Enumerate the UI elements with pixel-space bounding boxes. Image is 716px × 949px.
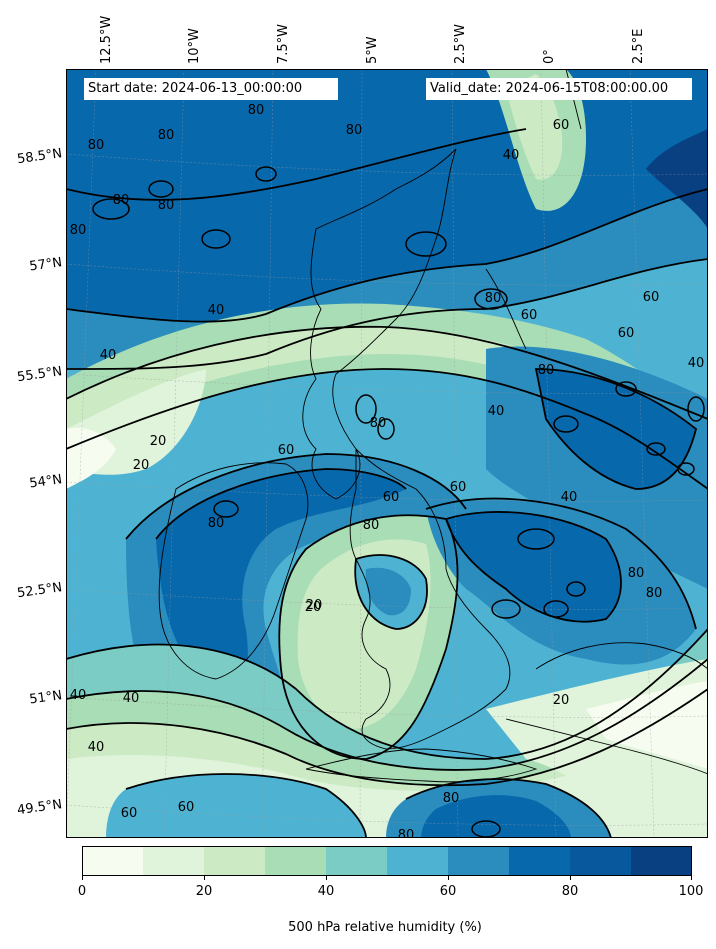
colorbar-tickmark (448, 876, 449, 880)
contour-label: 40 (488, 404, 505, 419)
contour-label: 60 (553, 118, 570, 133)
contour-label: 80 (485, 291, 502, 306)
contour-label: 80 (443, 791, 460, 806)
lon-label-12-5w: 12.5°W (99, 15, 114, 64)
lon-label-2-5e: 2.5°E (631, 28, 646, 64)
contour-label: 80 (646, 586, 663, 601)
colorbar-frame (82, 846, 692, 876)
colorbar (82, 846, 692, 876)
colorbar-label: 500 hPa relative humidity (%) (288, 920, 482, 935)
contour-label: 80 (346, 123, 363, 138)
colorbar-tickmark (570, 876, 571, 880)
contour-label: 60 (178, 800, 195, 815)
contour-label: 20 (150, 434, 167, 449)
contour-label: 40 (123, 691, 140, 706)
colorbar-swatch (82, 846, 144, 876)
contour-label: 40 (208, 303, 225, 318)
colorbar-swatch (570, 846, 632, 876)
contour-label: 20 (305, 600, 322, 615)
contour-label: 40 (88, 740, 105, 755)
start-date-box: Start date: 2024-06-13_00:00:00 (84, 78, 338, 100)
lat-label-54n: 54°N (28, 472, 64, 492)
colorbar-tick-label: 20 (195, 884, 213, 899)
lat-label-57n: 57°N (28, 255, 64, 275)
contour-label: 80 (158, 128, 175, 143)
valid-date-text: Valid_date: 2024-06-15T08:00:00.00 (430, 81, 669, 96)
lat-label-49-5n: 49.5°N (16, 797, 64, 819)
contour-label: 80 (88, 138, 105, 153)
colorbar-tick-label: 40 (317, 884, 335, 899)
lon-label-5w: 5°W (365, 36, 380, 64)
contour-label: 60 (618, 326, 635, 341)
colorbar-swatch (631, 846, 692, 876)
contour-label: 20 (553, 693, 570, 708)
contour-label: 60 (121, 806, 138, 821)
lon-label-10w: 10°W (187, 28, 202, 64)
lat-label-58-5n: 58.5°N (16, 146, 64, 168)
contour-label: 40 (688, 356, 705, 371)
contour-label: 80 (398, 828, 415, 838)
contour-label: 40 (503, 148, 520, 163)
colorbar-swatch (387, 846, 449, 876)
lon-label-0: 0° (542, 49, 557, 64)
contour-label: 60 (450, 480, 467, 495)
contour-label: 80 (363, 518, 380, 533)
lon-label-7-5w: 7.5°W (276, 23, 291, 64)
contour-label: 80 (370, 416, 387, 431)
colorbar-tick-label: 0 (77, 884, 87, 899)
contour-label: 80 (208, 516, 225, 531)
contour-label: 80 (248, 103, 265, 118)
contour-label: 60 (383, 490, 400, 505)
colorbar-tickmark (82, 876, 83, 880)
contour-label: 80 (158, 198, 175, 213)
contour-label: 80 (113, 193, 130, 208)
contour-label: 80 (628, 566, 645, 581)
contour-label: 40 (70, 688, 87, 703)
colorbar-tickmark (204, 876, 205, 880)
colorbar-tick-label: 80 (561, 884, 579, 899)
contour-label: 20 (306, 598, 323, 613)
lat-label-52-5n: 52.5°N (16, 580, 64, 602)
lon-label-2-5w: 2.5°W (453, 23, 468, 64)
colorbar-tick-label: 100 (678, 884, 704, 899)
colorbar-swatch (265, 846, 327, 876)
valid-date-box: Valid_date: 2024-06-15T08:00:00.00 (426, 78, 692, 100)
colorbar-swatch (204, 846, 266, 876)
contour-label: 60 (278, 443, 295, 458)
colorbar-tick-label: 60 (439, 884, 457, 899)
contour-label: 80 (70, 223, 87, 238)
colorbar-swatch (448, 846, 510, 876)
contour-label: 80 (538, 363, 555, 378)
contour-label: 20 (133, 458, 150, 473)
colorbar-swatch (509, 846, 571, 876)
start-date-text: Start date: 2024-06-13_00:00:00 (88, 81, 303, 96)
contour-label: 40 (100, 348, 117, 363)
contour-label: 40 (561, 490, 578, 505)
colorbar-swatch (143, 846, 205, 876)
contour-label: 60 (643, 290, 660, 305)
lat-label-51n: 51°N (28, 688, 64, 708)
humidity-map: 80 80 80 80 80 80 80 60 40 60 40 40 20 2… (66, 69, 708, 838)
contour-label: 60 (521, 308, 538, 323)
colorbar-tickmark (326, 876, 327, 880)
colorbar-tickmark (691, 876, 692, 880)
colorbar-swatch (326, 846, 388, 876)
lat-label-55-5n: 55.5°N (16, 364, 64, 386)
